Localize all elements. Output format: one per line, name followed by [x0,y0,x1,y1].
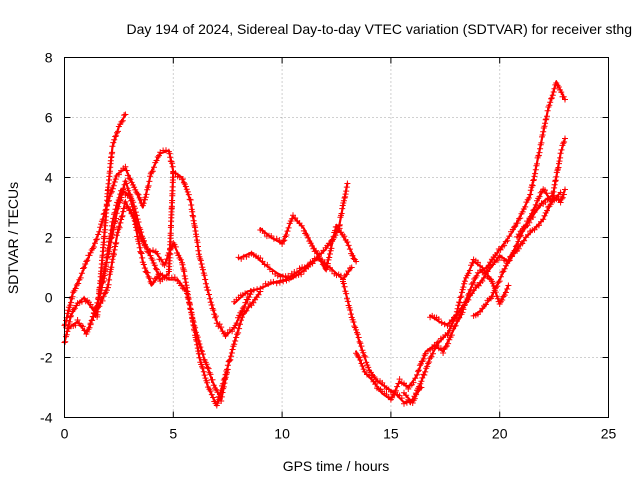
y-tick-label: 0 [45,290,53,306]
chart-title: Day 194 of 2024, Sidereal Day-to-day VTE… [126,21,632,37]
y-tick-label: 6 [45,110,53,126]
y-tick-label: 4 [45,170,53,186]
y-axis-label: SDTVAR / TECUs [5,182,21,294]
x-tick-label: 10 [274,426,290,442]
sdtvar-chart: 0 5 10 15 20 25 -4 -2 0 2 4 6 8 Day 194 of 2024, Sid… [0,0,640,480]
x-tick-label: 20 [492,426,508,442]
y-tick-label: -4 [40,410,53,426]
x-tick-label: 0 [61,426,69,442]
x-tick-label: 25 [601,426,617,442]
x-tick-label: 15 [383,426,399,442]
x-tick-label: 5 [169,426,177,442]
y-tick-label: 2 [45,230,53,246]
x-axis-label: GPS time / hours [283,458,390,474]
y-tick-label: 8 [45,50,53,66]
y-tick-label: -2 [40,350,53,366]
